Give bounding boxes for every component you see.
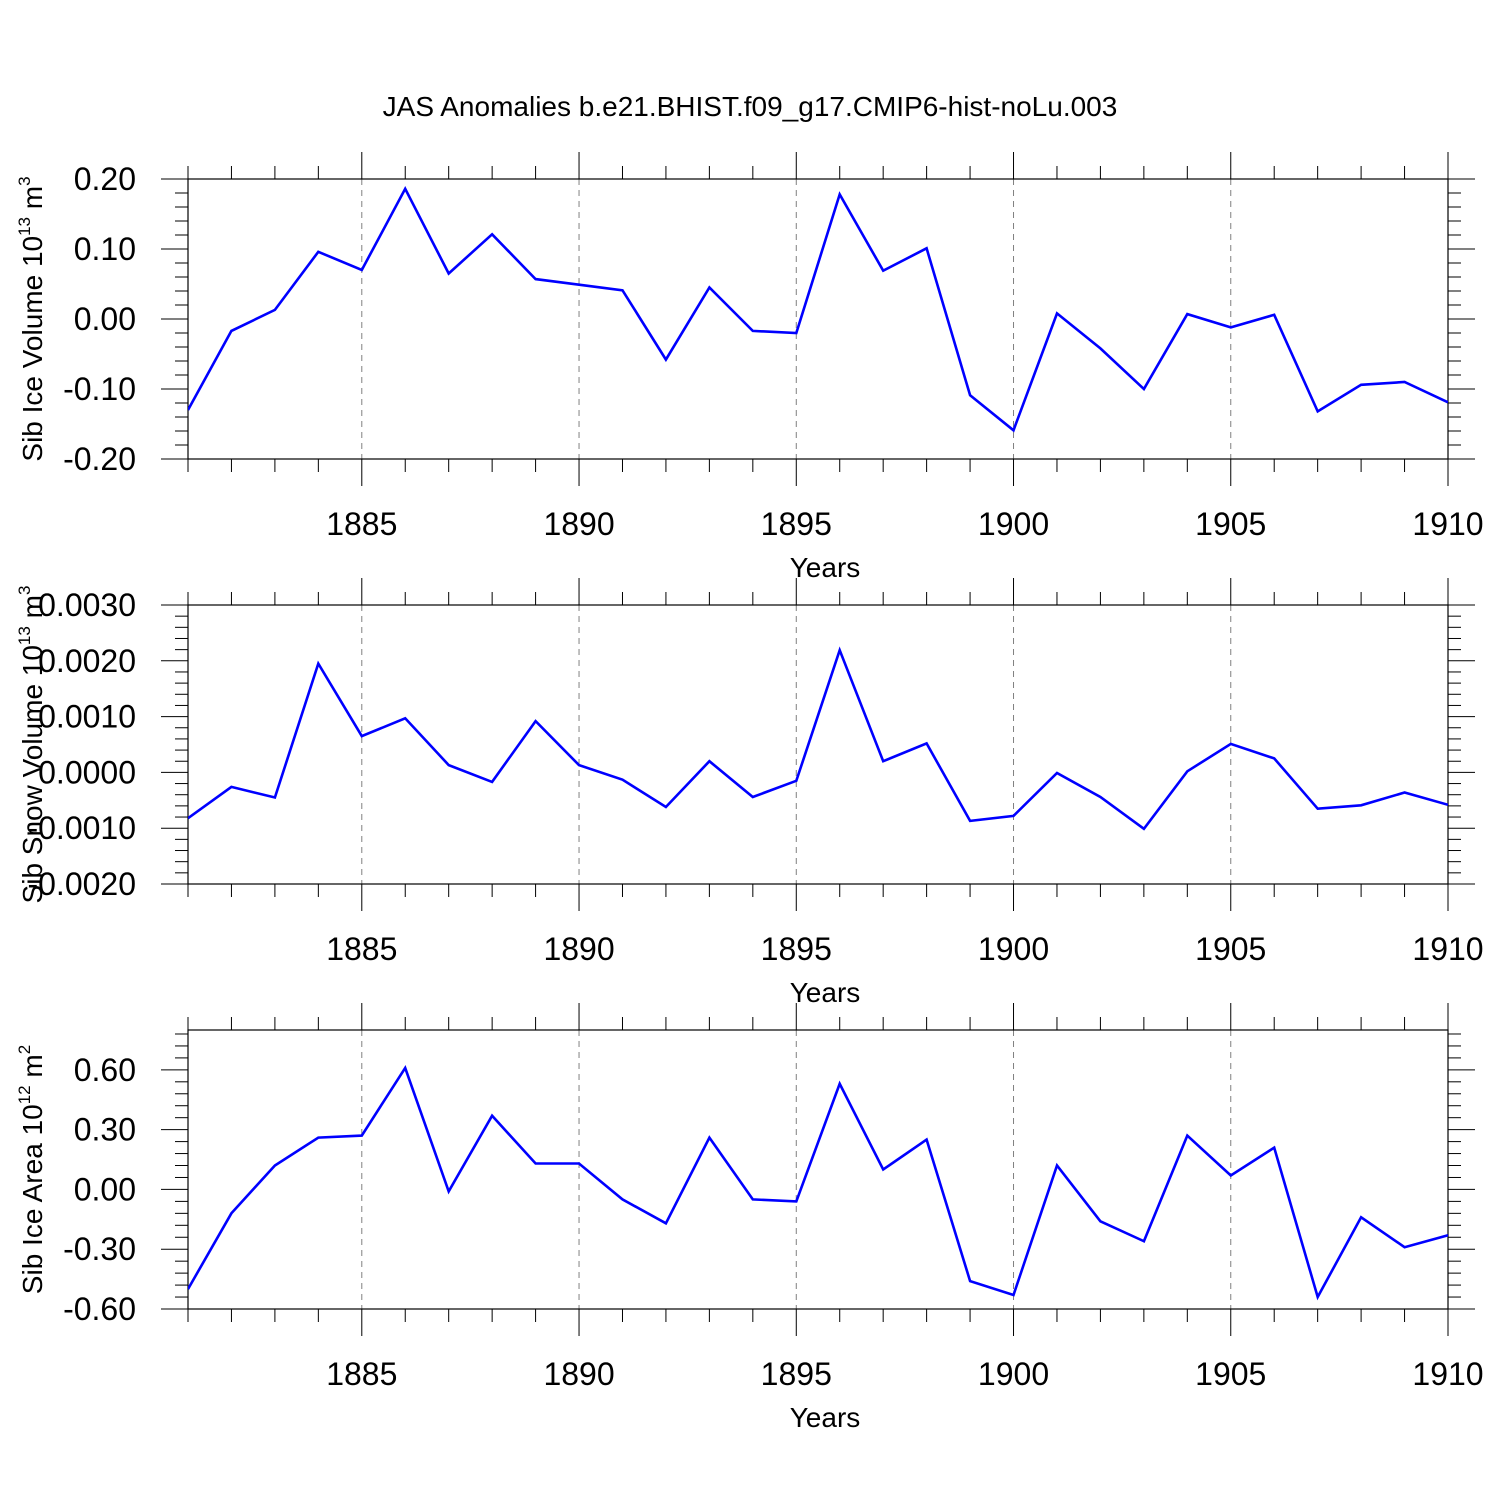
x-axis-label: Years: [790, 977, 861, 1008]
x-tick-label-1910: 1910: [1412, 1356, 1483, 1392]
plot-frame: [187, 1029, 1449, 1310]
x-tick-label-1885: 1885: [326, 931, 397, 967]
x-axis-label: Years: [790, 1402, 861, 1433]
series-line: [188, 646, 1448, 831]
y-tick-label: -0.10: [63, 371, 136, 407]
series-line: [188, 1064, 1448, 1301]
x-tick-label-1900: 1900: [978, 1356, 1049, 1392]
y-tick-label: 0.0000: [38, 754, 136, 790]
y-tick-label: 0.10: [74, 231, 136, 267]
y-tick-label: 0.00: [74, 1171, 136, 1207]
x-tick-label-1905: 1905: [1195, 506, 1266, 542]
plot-frame: [187, 604, 1449, 885]
y-axis-label: Sib Ice Volume 1013 m3: [15, 176, 48, 461]
y-tick-label: -0.0010: [27, 810, 136, 846]
panels: 1885 1890 1895 1900 1905 1910 -0.20 -0.10 0.00 0.…: [15, 152, 1484, 1433]
chart-panel-3: 1885 1890 1895 1900 1905 1910 -0.60 -0.30 0.00 0.…: [15, 1003, 1484, 1433]
x-tick-label-1890: 1890: [543, 1356, 614, 1392]
x-tick-label-1890: 1890: [543, 506, 614, 542]
y-axis-label: Sib Snow Volume 1013 m3: [15, 586, 48, 904]
y-tick-label: -0.30: [63, 1231, 136, 1267]
y-tick-label: -0.0020: [27, 866, 136, 902]
y-tick-label: 0.0010: [38, 699, 136, 735]
chart-panel-2: 1885 1890 1895 1900 1905 1910 -0.0020 -0.0010 0.…: [15, 578, 1484, 1008]
x-tick-label-1895: 1895: [761, 506, 832, 542]
x-tick-label-1895: 1895: [761, 931, 832, 967]
y-axis-label: Sib Ice Area 1012 m2: [15, 1045, 48, 1294]
x-tick-label-1890: 1890: [543, 931, 614, 967]
x-tick-label-1885: 1885: [326, 1356, 397, 1392]
series-line: [188, 185, 1448, 433]
y-tick-label: 0.0020: [38, 643, 136, 679]
figure-title: JAS Anomalies b.e21.BHIST.f09_g17.CMIP6-…: [383, 91, 1118, 122]
chart-panel-1: 1885 1890 1895 1900 1905 1910 -0.20 -0.10 0.00 0.…: [15, 152, 1484, 583]
y-tick-label: 0.00: [74, 301, 136, 337]
y-tick-label: 0.20: [74, 161, 136, 197]
x-tick-label-1905: 1905: [1195, 1356, 1266, 1392]
x-tick-label-1895: 1895: [761, 1356, 832, 1392]
y-tick-label: -0.20: [63, 441, 136, 477]
x-tick-label-1910: 1910: [1412, 506, 1483, 542]
x-tick-label-1885: 1885: [326, 506, 397, 542]
x-axis-label: Years: [790, 552, 861, 583]
x-tick-label-1905: 1905: [1195, 931, 1266, 967]
x-tick-label-1900: 1900: [978, 931, 1049, 967]
y-tick-label: 0.0030: [38, 587, 136, 623]
x-tick-label-1900: 1900: [978, 506, 1049, 542]
y-tick-label: 0.60: [74, 1052, 136, 1088]
y-tick-label: 0.30: [74, 1112, 136, 1148]
x-tick-label-1910: 1910: [1412, 931, 1483, 967]
y-tick-label: -0.60: [63, 1291, 136, 1327]
